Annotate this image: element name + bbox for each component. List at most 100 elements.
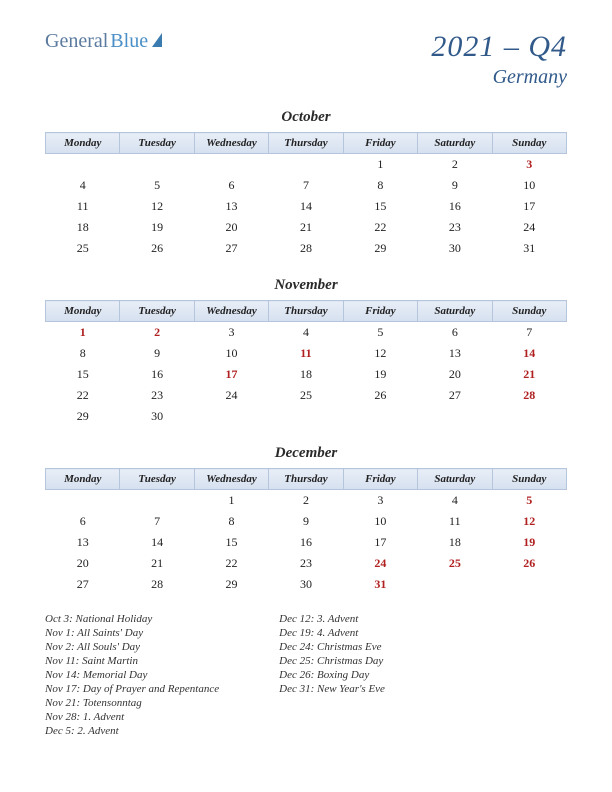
holiday-item: Nov 28: 1. Advent: [45, 711, 219, 723]
calendar-row: 891011121314: [46, 343, 567, 364]
calendar-cell: 4: [269, 322, 343, 344]
calendar-cell: 28: [269, 238, 343, 259]
country-subtitle: Germany: [431, 66, 567, 89]
month-name: December: [45, 445, 567, 462]
page-title: 2021 – Q4: [431, 30, 567, 64]
day-header: Sunday: [492, 469, 566, 490]
calendar-cell: [269, 154, 343, 176]
calendar-cell: 3: [492, 154, 566, 176]
day-header: Tuesday: [120, 469, 194, 490]
day-header: Friday: [343, 469, 417, 490]
holiday-item: Oct 3: National Holiday: [45, 613, 219, 625]
calendar-cell: 6: [418, 322, 492, 344]
calendar-cell: 15: [343, 196, 417, 217]
calendar-cell: 15: [194, 532, 268, 553]
calendar-cell: 2: [269, 490, 343, 512]
holiday-item: Nov 14: Memorial Day: [45, 669, 219, 681]
calendar-cell: 9: [418, 175, 492, 196]
calendar-cell: [492, 406, 566, 427]
title-block: 2021 – Q4 Germany: [431, 30, 567, 89]
calendar-cell: 13: [418, 343, 492, 364]
calendar-cell: 11: [418, 511, 492, 532]
holidays-column-1: Oct 3: National HolidayNov 1: All Saints…: [45, 613, 219, 737]
logo-triangle-icon: [152, 33, 162, 47]
calendar-cell: 28: [492, 385, 566, 406]
calendar-cell: 29: [46, 406, 120, 427]
logo: GeneralBlue: [45, 30, 162, 53]
calendar-cell: 30: [120, 406, 194, 427]
holiday-item: Dec 5: 2. Advent: [45, 725, 219, 737]
calendar-row: 13141516171819: [46, 532, 567, 553]
calendar-row: 2728293031: [46, 574, 567, 595]
day-header: Friday: [343, 133, 417, 154]
calendar-cell: 19: [120, 217, 194, 238]
calendar-cell: 9: [269, 511, 343, 532]
calendar-cell: 12: [120, 196, 194, 217]
calendar-cell: 6: [46, 511, 120, 532]
header: GeneralBlue 2021 – Q4 Germany: [45, 30, 567, 89]
calendar-cell: 31: [343, 574, 417, 595]
month-block: December MondayTuesdayWednesdayThursdayFr…: [45, 445, 567, 595]
day-header: Wednesday: [194, 469, 268, 490]
calendar-row: 15161718192021: [46, 364, 567, 385]
day-header: Saturday: [418, 469, 492, 490]
day-header: Monday: [46, 133, 120, 154]
calendar-cell: 5: [120, 175, 194, 196]
calendar-cell: [46, 154, 120, 176]
holiday-item: Dec 25: Christmas Day: [279, 655, 385, 667]
calendar-table: MondayTuesdayWednesdayThursdayFridaySatu…: [45, 300, 567, 427]
calendar-cell: 1: [343, 154, 417, 176]
calendar-cell: 19: [343, 364, 417, 385]
day-header: Wednesday: [194, 301, 268, 322]
calendar-row: 123: [46, 154, 567, 176]
holiday-item: Nov 17: Day of Prayer and Repentance: [45, 683, 219, 695]
calendar-cell: 9: [120, 343, 194, 364]
calendar-cell: 6: [194, 175, 268, 196]
calendar-cell: 23: [269, 553, 343, 574]
day-header: Thursday: [269, 469, 343, 490]
holiday-item: Nov 21: Totensonntag: [45, 697, 219, 709]
calendar-cell: 16: [120, 364, 194, 385]
calendar-row: 2930: [46, 406, 567, 427]
calendar-cell: 7: [120, 511, 194, 532]
calendar-cell: 29: [194, 574, 268, 595]
calendar-cell: [418, 406, 492, 427]
holidays-list: Oct 3: National HolidayNov 1: All Saints…: [45, 613, 567, 737]
holiday-item: Dec 26: Boxing Day: [279, 669, 385, 681]
calendar-cell: 16: [269, 532, 343, 553]
calendar-cell: 10: [492, 175, 566, 196]
calendar-cell: 27: [194, 238, 268, 259]
day-header: Friday: [343, 301, 417, 322]
calendar-row: 12345: [46, 490, 567, 512]
calendar-cell: 10: [194, 343, 268, 364]
calendar-cell: 23: [120, 385, 194, 406]
calendar-cell: 11: [46, 196, 120, 217]
month-name: November: [45, 277, 567, 294]
calendar-cell: [343, 406, 417, 427]
calendar-cell: 20: [194, 217, 268, 238]
calendar-row: 22232425262728: [46, 385, 567, 406]
holiday-item: Dec 19: 4. Advent: [279, 627, 385, 639]
calendar-cell: 12: [492, 511, 566, 532]
calendar-cell: 25: [418, 553, 492, 574]
calendar-row: 6789101112: [46, 511, 567, 532]
day-header: Sunday: [492, 133, 566, 154]
day-header: Thursday: [269, 301, 343, 322]
calendar-cell: 28: [120, 574, 194, 595]
calendar-cell: 26: [120, 238, 194, 259]
calendar-cell: 18: [46, 217, 120, 238]
day-header: Monday: [46, 301, 120, 322]
holiday-item: Nov 11: Saint Martin: [45, 655, 219, 667]
calendar-cell: 14: [269, 196, 343, 217]
calendar-cell: 4: [418, 490, 492, 512]
calendar-row: 25262728293031: [46, 238, 567, 259]
calendar-cell: 18: [269, 364, 343, 385]
calendar-cell: 27: [418, 385, 492, 406]
calendar-cell: 11: [269, 343, 343, 364]
calendar-table: MondayTuesdayWednesdayThursdayFridaySatu…: [45, 468, 567, 595]
calendar-cell: [194, 154, 268, 176]
calendar-cell: 12: [343, 343, 417, 364]
calendar-cell: 26: [343, 385, 417, 406]
calendar-cell: 7: [269, 175, 343, 196]
calendar-cell: 23: [418, 217, 492, 238]
